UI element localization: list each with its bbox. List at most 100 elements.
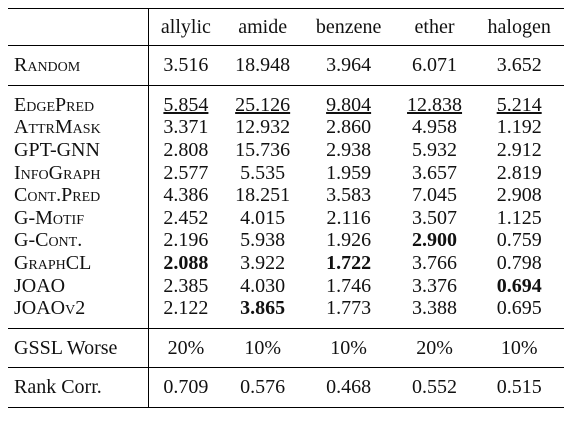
- value-cell: 3.922: [240, 252, 286, 275]
- value-cell: 18.948: [235, 54, 291, 77]
- value-cell: 6.071: [412, 54, 458, 77]
- results-table: allylic amide benzene ether halogen Random 3.…: [8, 8, 564, 408]
- table-head: allylic amide benzene ether halogen: [8, 8, 564, 46]
- header-row: allylic amide benzene ether halogen: [8, 8, 564, 46]
- column-header: allylic: [160, 16, 211, 38]
- row-group: EdgePred 5.854 25.126 9.804 12.838 5.214 AttrM…: [8, 85, 564, 329]
- method-name: JOAO: [8, 274, 149, 297]
- value-cell: 1.192: [496, 116, 542, 139]
- table-row: EdgePred 5.854 25.126 9.804 12.838 5.214: [8, 85, 564, 117]
- value-cell: 2.452: [163, 206, 209, 229]
- value-cell: 3.964: [326, 54, 372, 77]
- value-cell: 4.015: [240, 206, 286, 229]
- value-cell: 3.507: [412, 206, 458, 229]
- value-cell: 5.535: [240, 161, 286, 184]
- column-header: amide: [238, 16, 288, 38]
- value-cell: 3.657: [412, 161, 458, 184]
- value-cell: 2.938: [326, 139, 372, 162]
- table-row: GSSL Worse 20% 10% 10% 20% 10%: [8, 328, 564, 368]
- value-cell: 0.694: [496, 274, 542, 297]
- value-cell: 0.468: [326, 376, 372, 399]
- value-cell: 5.854: [163, 93, 209, 116]
- value-cell: 4.958: [412, 116, 458, 139]
- value-cell: 2.908: [496, 184, 542, 207]
- value-cell: 10%: [500, 336, 538, 359]
- table-row: Rank Corr. 0.709 0.576 0.468 0.552 0.515: [8, 367, 564, 408]
- value-cell: 10%: [330, 336, 367, 359]
- value-cell: 2.860: [326, 116, 372, 139]
- method-name: JOAOv2: [8, 296, 149, 329]
- table-row: JOAOv2 2.122 3.865 1.773 3.388 0.695: [8, 296, 564, 329]
- value-cell: 0.759: [496, 229, 542, 252]
- value-cell: 3.376: [412, 274, 458, 297]
- value-cell: 3.371: [163, 116, 209, 139]
- value-cell: 2.196: [163, 229, 209, 252]
- method-name: GPT-GNN: [8, 138, 149, 162]
- value-cell: 12.838: [407, 93, 463, 116]
- value-cell: 20%: [167, 336, 205, 359]
- value-cell: 1.125: [496, 206, 542, 229]
- table-row: Random 3.516 18.948 3.964 6.071 3.652: [8, 45, 564, 86]
- value-cell: 25.126: [235, 93, 291, 116]
- value-cell: 3.583: [326, 184, 372, 207]
- table-row: GPT-GNN 2.808 15.736 2.938 5.932 2.912: [8, 138, 564, 162]
- method-name: GraphCL: [8, 251, 149, 275]
- value-cell: 7.045: [412, 184, 458, 207]
- table-row: InfoGraph 2.577 5.535 1.959 3.657 2.819: [8, 161, 564, 184]
- value-cell: 9.804: [326, 93, 372, 116]
- column-header: ether: [414, 16, 455, 38]
- value-cell: 2.577: [163, 161, 209, 184]
- value-cell: 4.386: [163, 184, 209, 207]
- value-cell: 2.900: [412, 229, 458, 252]
- table-row: G-Motif 2.452 4.015 2.116 3.507 1.125: [8, 206, 564, 230]
- value-cell: 1.722: [326, 252, 372, 275]
- value-cell: 0.709: [163, 376, 209, 399]
- value-cell: 5.214: [496, 93, 542, 116]
- method-name: Cont.Pred: [8, 183, 149, 207]
- value-cell: 3.652: [496, 54, 542, 77]
- value-cell: 20%: [416, 336, 453, 359]
- table-row: JOAO 2.385 4.030 1.746 3.376 0.694: [8, 274, 564, 297]
- value-cell: 15.736: [235, 139, 291, 162]
- value-cell: 0.695: [496, 297, 542, 320]
- method-name: Random: [8, 45, 149, 86]
- value-cell: 0.515: [496, 376, 542, 399]
- value-cell: 2.912: [496, 139, 542, 162]
- value-cell: 1.926: [326, 229, 372, 252]
- table-row: G-Cont. 2.196 5.938 1.926 2.900 0.759: [8, 229, 564, 252]
- value-cell: 1.746: [326, 274, 372, 297]
- corner-cell: [8, 8, 149, 46]
- value-cell: 3.516: [163, 54, 209, 77]
- value-cell: 2.819: [496, 161, 542, 184]
- value-cell: 2.385: [163, 274, 209, 297]
- method-name: AttrMask: [8, 116, 149, 139]
- value-cell: 12.932: [235, 116, 291, 139]
- row-group: GSSL Worse 20% 10% 10% 20% 10%: [8, 328, 564, 368]
- value-cell: 3.388: [412, 297, 458, 320]
- table-row: Cont.Pred 4.386 18.251 3.583 7.045 2.908: [8, 183, 564, 207]
- value-cell: 1.959: [326, 161, 372, 184]
- method-name: G-Cont.: [8, 229, 149, 252]
- value-cell: 2.122: [163, 297, 209, 320]
- value-cell: 4.030: [240, 274, 286, 297]
- method-name: EdgePred: [8, 85, 149, 117]
- column-header: benzene: [315, 16, 382, 38]
- value-cell: 3.865: [240, 297, 286, 320]
- value-cell: 0.552: [412, 376, 458, 399]
- value-cell: 1.773: [326, 297, 372, 320]
- method-name: GSSL Worse: [8, 328, 149, 368]
- value-cell: 18.251: [235, 184, 291, 207]
- value-cell: 5.932: [412, 139, 458, 162]
- column-header: halogen: [487, 16, 551, 38]
- value-cell: 2.808: [163, 139, 209, 162]
- table-row: AttrMask 3.371 12.932 2.860 4.958 1.192: [8, 116, 564, 139]
- table-row: GraphCL 2.088 3.922 1.722 3.766 0.798: [8, 251, 564, 275]
- value-cell: 3.766: [412, 252, 458, 275]
- value-cell: 0.798: [496, 252, 542, 275]
- row-group: Rank Corr. 0.709 0.576 0.468 0.552 0.515: [8, 367, 564, 408]
- method-name: G-Motif: [8, 206, 149, 230]
- row-group: Random 3.516 18.948 3.964 6.071 3.652: [8, 45, 564, 86]
- value-cell: 5.938: [240, 229, 286, 252]
- value-cell: 0.576: [240, 376, 286, 399]
